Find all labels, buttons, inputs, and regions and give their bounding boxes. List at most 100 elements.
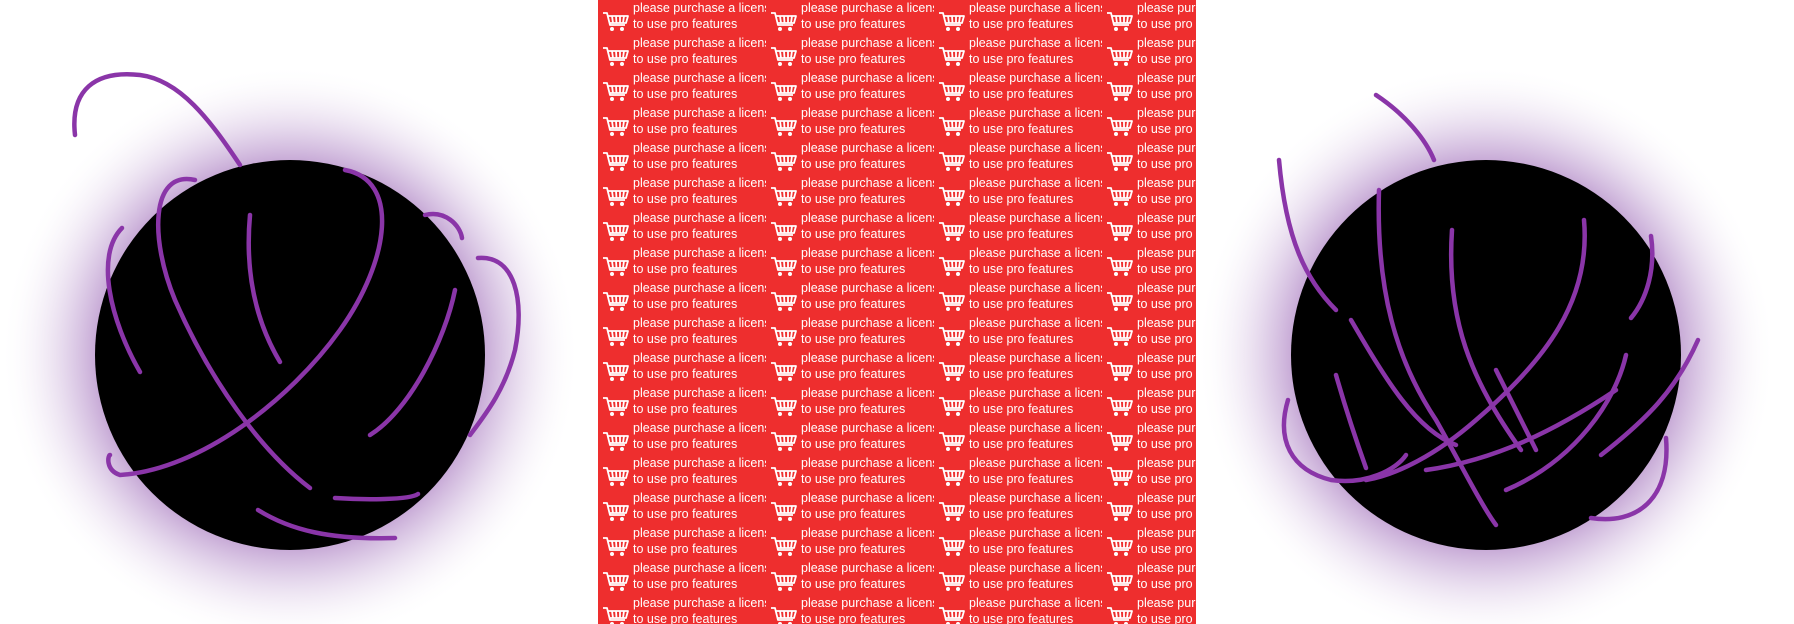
watermark-line2: to use pro features	[633, 86, 738, 101]
watermark-line1: please purchase a license	[969, 315, 1102, 330]
shopping-cart-icon	[1107, 466, 1133, 486]
watermark-line2: to use pro features	[969, 51, 1074, 66]
shopping-cart-icon	[1107, 361, 1133, 381]
shopping-cart-icon	[771, 571, 797, 591]
watermark-line1: please purchase a license	[633, 420, 766, 435]
watermark-line2: to use pro features	[633, 471, 738, 486]
shopping-cart-icon	[1107, 536, 1133, 556]
watermark-line1: please purchase a license	[633, 0, 766, 15]
shopping-cart-icon	[1107, 396, 1133, 416]
watermark-line1: please purchase a license	[801, 490, 934, 505]
shopping-cart-icon	[1107, 431, 1133, 451]
watermark-line2: to use pro features	[1137, 611, 1196, 624]
watermark-line2: to use pro features	[969, 471, 1074, 486]
shopping-cart-icon	[771, 186, 797, 206]
shopping-cart-icon	[603, 256, 629, 276]
watermark-line2: to use pro features	[969, 401, 1074, 416]
shopping-cart-icon	[603, 501, 629, 521]
watermark-line1: please purchase a license	[1137, 420, 1196, 435]
watermark-line2: to use pro features	[633, 331, 738, 346]
watermark-line2: to use pro features	[1137, 401, 1196, 416]
watermark-line1: please purchase a license	[801, 455, 934, 470]
watermark-line1: please purchase a license	[801, 35, 934, 50]
shopping-cart-icon	[771, 81, 797, 101]
watermark-line1: please purchase a license	[633, 140, 766, 155]
shopping-cart-icon	[939, 396, 965, 416]
watermark-line1: please purchase a license	[801, 315, 934, 330]
watermark-line2: to use pro features	[969, 191, 1074, 206]
shopping-cart-icon	[771, 501, 797, 521]
shopping-cart-icon	[1107, 606, 1133, 624]
shopping-cart-icon	[603, 571, 629, 591]
watermark-grid: please purchase a license to use pro feat…	[598, 0, 1196, 624]
watermark-line2: to use pro features	[801, 261, 906, 276]
shopping-cart-icon	[939, 116, 965, 136]
watermark-line1: please purchase a license	[969, 455, 1102, 470]
watermark-line2: to use pro features	[1137, 366, 1196, 381]
shopping-cart-icon	[1107, 291, 1133, 311]
watermark-line2: to use pro features	[969, 16, 1074, 31]
watermark-line2: to use pro features	[801, 331, 906, 346]
watermark-line1: please purchase a license	[1137, 0, 1196, 15]
shopping-cart-icon	[939, 256, 965, 276]
watermark-line2: to use pro features	[1137, 261, 1196, 276]
watermark-line2: to use pro features	[801, 121, 906, 136]
watermark-line1: please purchase a license	[801, 70, 934, 85]
watermark-line2: to use pro features	[801, 156, 906, 171]
dark-orb	[95, 160, 485, 550]
watermark-line1: please purchase a license	[969, 0, 1102, 15]
shopping-cart-icon	[939, 536, 965, 556]
watermark-line2: to use pro features	[633, 576, 738, 591]
watermark-line2: to use pro features	[1137, 471, 1196, 486]
watermark-line1: please purchase a license	[633, 455, 766, 470]
watermark-line2: to use pro features	[633, 51, 738, 66]
watermark-line1: please purchase a license	[633, 245, 766, 260]
watermark-line1: please purchase a license	[1137, 105, 1196, 120]
watermark-line1: please purchase a license	[801, 420, 934, 435]
shopping-cart-icon	[939, 501, 965, 521]
watermark-line1: please purchase a license	[969, 525, 1102, 540]
shopping-cart-icon	[603, 116, 629, 136]
watermark-line2: to use pro features	[1137, 121, 1196, 136]
watermark-line1: please purchase a license	[633, 175, 766, 190]
